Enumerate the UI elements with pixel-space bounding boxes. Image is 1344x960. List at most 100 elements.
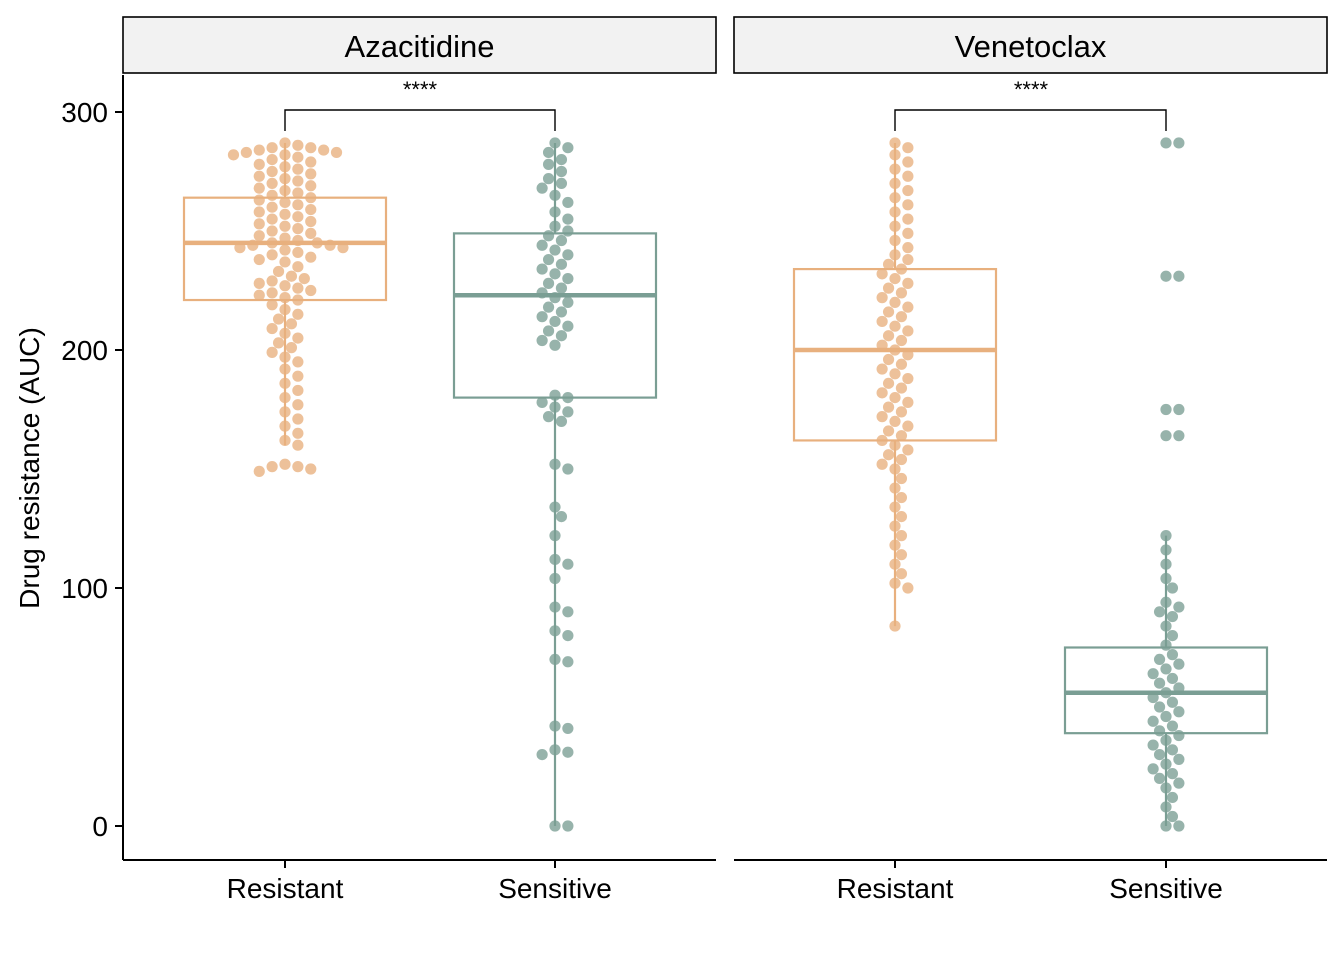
data-point-sensitive (542, 158, 555, 170)
data-point-resistant (253, 253, 265, 266)
data-point-sensitive (549, 653, 561, 666)
data-point-resistant (902, 277, 914, 289)
data-point-resistant (305, 251, 317, 263)
data-point-resistant (882, 449, 895, 461)
data-point-sensitive (536, 239, 548, 251)
data-point-resistant (889, 501, 901, 513)
data-point-sensitive (542, 277, 555, 289)
data-point-sensitive (1173, 658, 1185, 670)
data-point-resistant (279, 208, 291, 220)
data-point-resistant (292, 413, 304, 425)
data-point-sensitive (1173, 820, 1185, 832)
data-point-resistant (318, 144, 330, 156)
data-point-resistant (902, 349, 914, 361)
data-point-sensitive (555, 330, 568, 342)
data-point-resistant (279, 434, 291, 447)
data-point-sensitive (555, 510, 568, 523)
data-point-resistant (279, 244, 291, 256)
data-point-resistant (895, 311, 908, 323)
data-point-sensitive (549, 458, 561, 470)
data-point-sensitive (1153, 606, 1166, 618)
data-point-resistant (902, 213, 914, 225)
data-point-sensitive (1160, 687, 1172, 699)
data-point-sensitive (549, 244, 561, 256)
data-point-resistant (889, 249, 901, 261)
data-point-sensitive (1160, 558, 1172, 570)
data-point-sensitive (1166, 744, 1179, 756)
data-point-resistant (279, 280, 291, 292)
data-point-resistant (266, 237, 278, 249)
data-point-resistant (305, 142, 317, 154)
data-point-resistant (902, 170, 914, 182)
data-point-sensitive (542, 325, 555, 337)
data-point-resistant (882, 401, 895, 413)
data-point-resistant (895, 358, 908, 370)
data-point-resistant (279, 220, 291, 232)
data-point-resistant (279, 351, 291, 363)
data-point-sensitive (1153, 749, 1166, 761)
data-point-sensitive (1166, 791, 1179, 804)
data-point-resistant (266, 201, 278, 213)
data-point-sensitive (1160, 270, 1172, 282)
data-point-resistant (279, 363, 291, 375)
data-point-resistant (902, 199, 914, 211)
data-point-sensitive (1147, 691, 1159, 704)
data-point-resistant (889, 439, 901, 451)
data-point-sensitive (1173, 777, 1185, 789)
data-point-resistant (889, 320, 901, 332)
data-point-resistant (305, 227, 317, 239)
data-point-resistant (279, 292, 291, 304)
data-point-sensitive (1160, 820, 1172, 832)
data-point-resistant (876, 411, 888, 423)
data-point-resistant (292, 175, 304, 187)
data-point-sensitive (562, 463, 574, 475)
data-point-sensitive (1147, 739, 1159, 751)
data-point-resistant (266, 213, 278, 225)
data-point-resistant (882, 377, 895, 389)
data-point-resistant (305, 156, 317, 168)
data-point-resistant (279, 196, 291, 209)
data-point-sensitive (1160, 137, 1172, 149)
data-point-sensitive (549, 572, 561, 585)
data-point-sensitive (555, 258, 568, 270)
data-point-sensitive (562, 320, 574, 332)
significance-label-venetoclax: **** (1014, 77, 1049, 102)
data-point-resistant (266, 177, 278, 189)
data-point-resistant (292, 282, 304, 294)
data-point-resistant (889, 415, 901, 427)
data-point-resistant (247, 239, 259, 251)
data-point-resistant (266, 189, 278, 201)
data-point-sensitive (1173, 682, 1185, 694)
data-point-resistant (895, 406, 908, 418)
data-point-sensitive (549, 401, 561, 413)
data-point-resistant (895, 382, 908, 394)
data-point-sensitive (562, 392, 574, 404)
data-point-resistant (272, 313, 285, 325)
data-point-sensitive (1160, 620, 1172, 632)
data-point-resistant (902, 325, 914, 337)
data-point-sensitive (542, 301, 555, 313)
data-point-sensitive (555, 306, 568, 318)
data-point-resistant (279, 232, 291, 244)
data-point-sensitive (555, 415, 568, 427)
data-point-sensitive (562, 249, 574, 261)
data-point-sensitive (1160, 758, 1172, 770)
data-point-sensitive (1153, 653, 1166, 666)
data-point-sensitive (549, 820, 561, 832)
data-point-resistant (324, 239, 336, 251)
data-point-sensitive (536, 311, 548, 323)
data-point-resistant (234, 242, 246, 254)
data-point-resistant (305, 180, 317, 192)
data-point-resistant (305, 284, 317, 297)
data-point-resistant (889, 463, 901, 475)
data-point-resistant (882, 330, 895, 342)
x-tick-label-azacitidine-resistant: Resistant (227, 873, 344, 904)
data-point-resistant (895, 287, 908, 299)
data-point-resistant (266, 165, 278, 178)
data-point-resistant (889, 177, 901, 189)
data-point-resistant (902, 372, 914, 385)
data-point-sensitive (562, 630, 574, 642)
data-point-sensitive (562, 213, 574, 225)
data-point-resistant (305, 192, 317, 204)
data-point-resistant (292, 308, 304, 320)
